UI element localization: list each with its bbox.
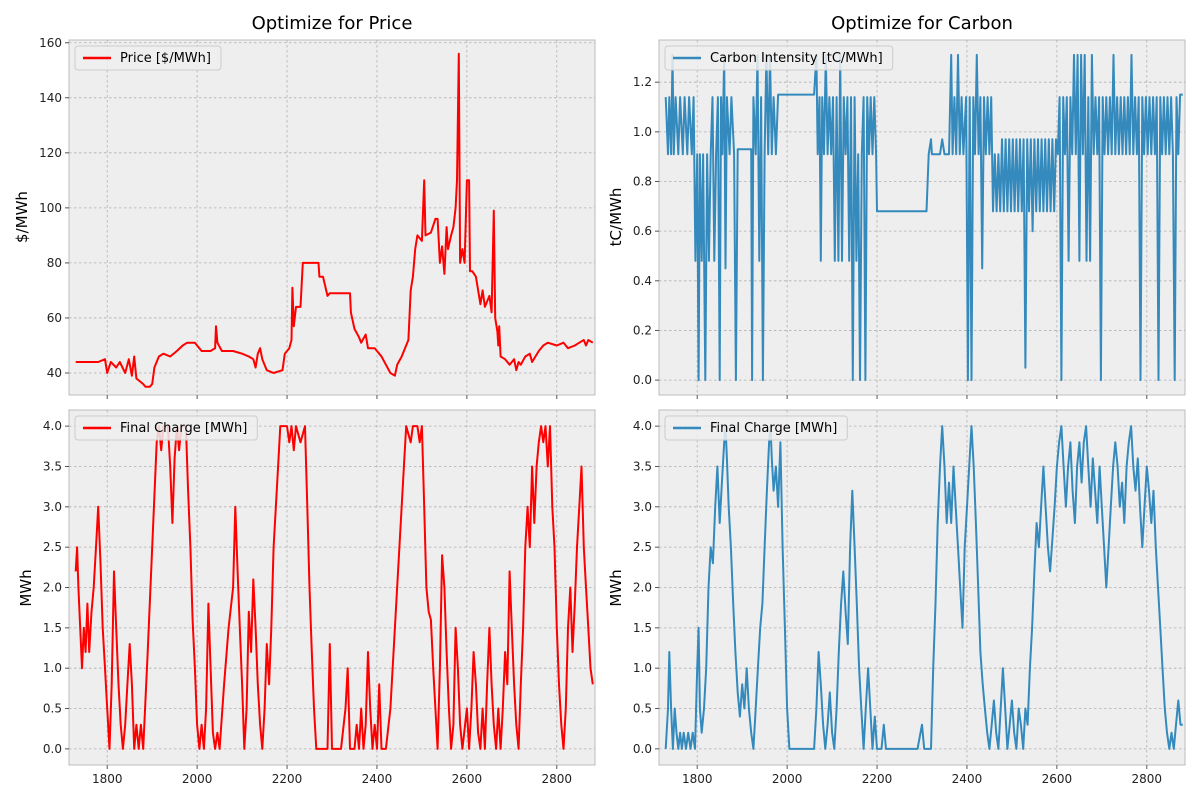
charge-price-y-tick-label: 0.0	[43, 742, 62, 756]
charge-carbon-x-tick-label: 2600	[1042, 772, 1073, 786]
charge-price-x-tick-label: 2000	[182, 772, 213, 786]
carbon-y-axis-label: tC/MWh	[607, 188, 625, 247]
carbon-chart-title: Optimize for Carbon	[831, 13, 1013, 34]
price-legend-box	[74, 45, 222, 71]
carbon-y-tick-label: 1.0	[633, 125, 652, 139]
charge-carbon-y-tick-label: 3.5	[633, 459, 652, 473]
charge-price-legend: Final Charge [MWh]	[74, 415, 258, 441]
charge-price-x-tick-label: 1800	[92, 772, 123, 786]
carbon-chart-panel: Optimize for Carbon tC/MWh 0.0 0.2 0.4 0.6 0…	[607, 13, 1186, 399]
charge-price-y-tick-label: 3.0	[43, 500, 62, 514]
carbon-y-tick-label: 1.2	[633, 75, 652, 89]
charge-price-x-tick-label: 2400	[362, 772, 393, 786]
carbon-series-line	[664, 53, 1183, 382]
carbon-y-tick-label: 0.2	[633, 323, 652, 337]
charge-price-x-tick-label: 2600	[452, 772, 483, 786]
charge-carbon-y-axis-label: MWh	[607, 569, 625, 606]
price-y-tick-label: 120	[39, 146, 62, 160]
charge-carbon-x-tick-label: 2200	[862, 772, 893, 786]
charge-carbon-plot-area	[658, 409, 1186, 766]
price-chart-panel: Optimize for Price $/MWh 40 60 80 100 120 140…	[13, 13, 596, 399]
charge-carbon-y-tick-label: 0.0	[633, 742, 652, 756]
charge-price-y-tick-label: 1.0	[43, 661, 62, 675]
charge-carbon-y-tick-label: 1.5	[633, 621, 652, 635]
charge-price-x-tick-label: 2800	[542, 772, 573, 786]
charge-carbon-x-tick-label: 2000	[772, 772, 803, 786]
charge-price-series-line	[74, 425, 594, 750]
carbon-legend: Carbon Intensity [tC/MWh]	[664, 45, 894, 71]
carbon-y-tick-label: 0.8	[633, 175, 652, 189]
charge-carbon-y-tick-label: 2.5	[633, 540, 652, 554]
charge-price-y-tick-label: 4.0	[43, 419, 62, 433]
price-y-tick-label: 80	[47, 256, 62, 270]
charge-carbon-x-tick-label: 1800	[682, 772, 713, 786]
charge-carbon-legend-label: Final Charge [MWh]	[710, 421, 837, 436]
charge-carbon-chart-panel: MWh 1800 2000 2200 2400 2600 2800 0.0 0.5 1.0 1.5…	[607, 409, 1186, 786]
charge-carbon-y-tick-label: 2.0	[633, 581, 652, 595]
price-series-line	[75, 52, 594, 388]
charge-carbon-legend: Final Charge [MWh]	[664, 415, 848, 441]
carbon-legend-box	[664, 45, 894, 71]
charge-price-y-tick-label: 1.5	[43, 621, 62, 635]
price-plot-area	[68, 39, 596, 396]
charge-price-legend-box	[74, 415, 258, 441]
price-chart-title: Optimize for Price	[252, 13, 413, 34]
charge-carbon-y-tick-label: 0.5	[633, 702, 652, 716]
price-y-tick-label: 60	[47, 311, 62, 325]
price-legend-label: Price [$/MWh]	[120, 51, 211, 66]
charge-price-x-tick-label: 2200	[272, 772, 303, 786]
charge-price-legend-label: Final Charge [MWh]	[120, 421, 247, 436]
price-y-tick-label: 100	[39, 201, 62, 215]
price-y-tick-label: 40	[47, 366, 62, 380]
charge-price-y-tick-label: 0.5	[43, 702, 62, 716]
charge-price-y-tick-label: 2.0	[43, 581, 62, 595]
carbon-legend-label: Carbon Intensity [tC/MWh]	[710, 51, 883, 66]
charge-price-y-axis-label: MWh	[17, 569, 35, 606]
charge-carbon-y-tick-label: 4.0	[633, 419, 652, 433]
carbon-plot-area	[658, 39, 1186, 396]
charge-carbon-x-tick-label: 2800	[1132, 772, 1163, 786]
charge-price-y-tick-label: 2.5	[43, 540, 62, 554]
charge-price-y-tick-label: 3.5	[43, 459, 62, 473]
charge-carbon-x-tick-label: 2400	[952, 772, 983, 786]
price-y-tick-label: 160	[39, 36, 62, 50]
charge-carbon-legend-box	[664, 415, 848, 441]
price-y-axis-label: $/MWh	[13, 191, 31, 243]
carbon-y-tick-label: 0.6	[633, 224, 652, 238]
charge-carbon-y-tick-label: 1.0	[633, 661, 652, 675]
carbon-y-tick-label: 0.0	[633, 373, 652, 387]
charge-carbon-series-line	[664, 425, 1183, 750]
price-legend: Price [$/MWh]	[74, 45, 222, 71]
charge-price-chart-panel: MWh 1800 2000 2200 2400 2600 2800 0.0 0.5 1.0 1.5…	[17, 409, 596, 786]
charge-carbon-y-tick-label: 3.0	[633, 500, 652, 514]
price-y-tick-label: 140	[39, 91, 62, 105]
carbon-y-tick-label: 0.4	[633, 274, 652, 288]
